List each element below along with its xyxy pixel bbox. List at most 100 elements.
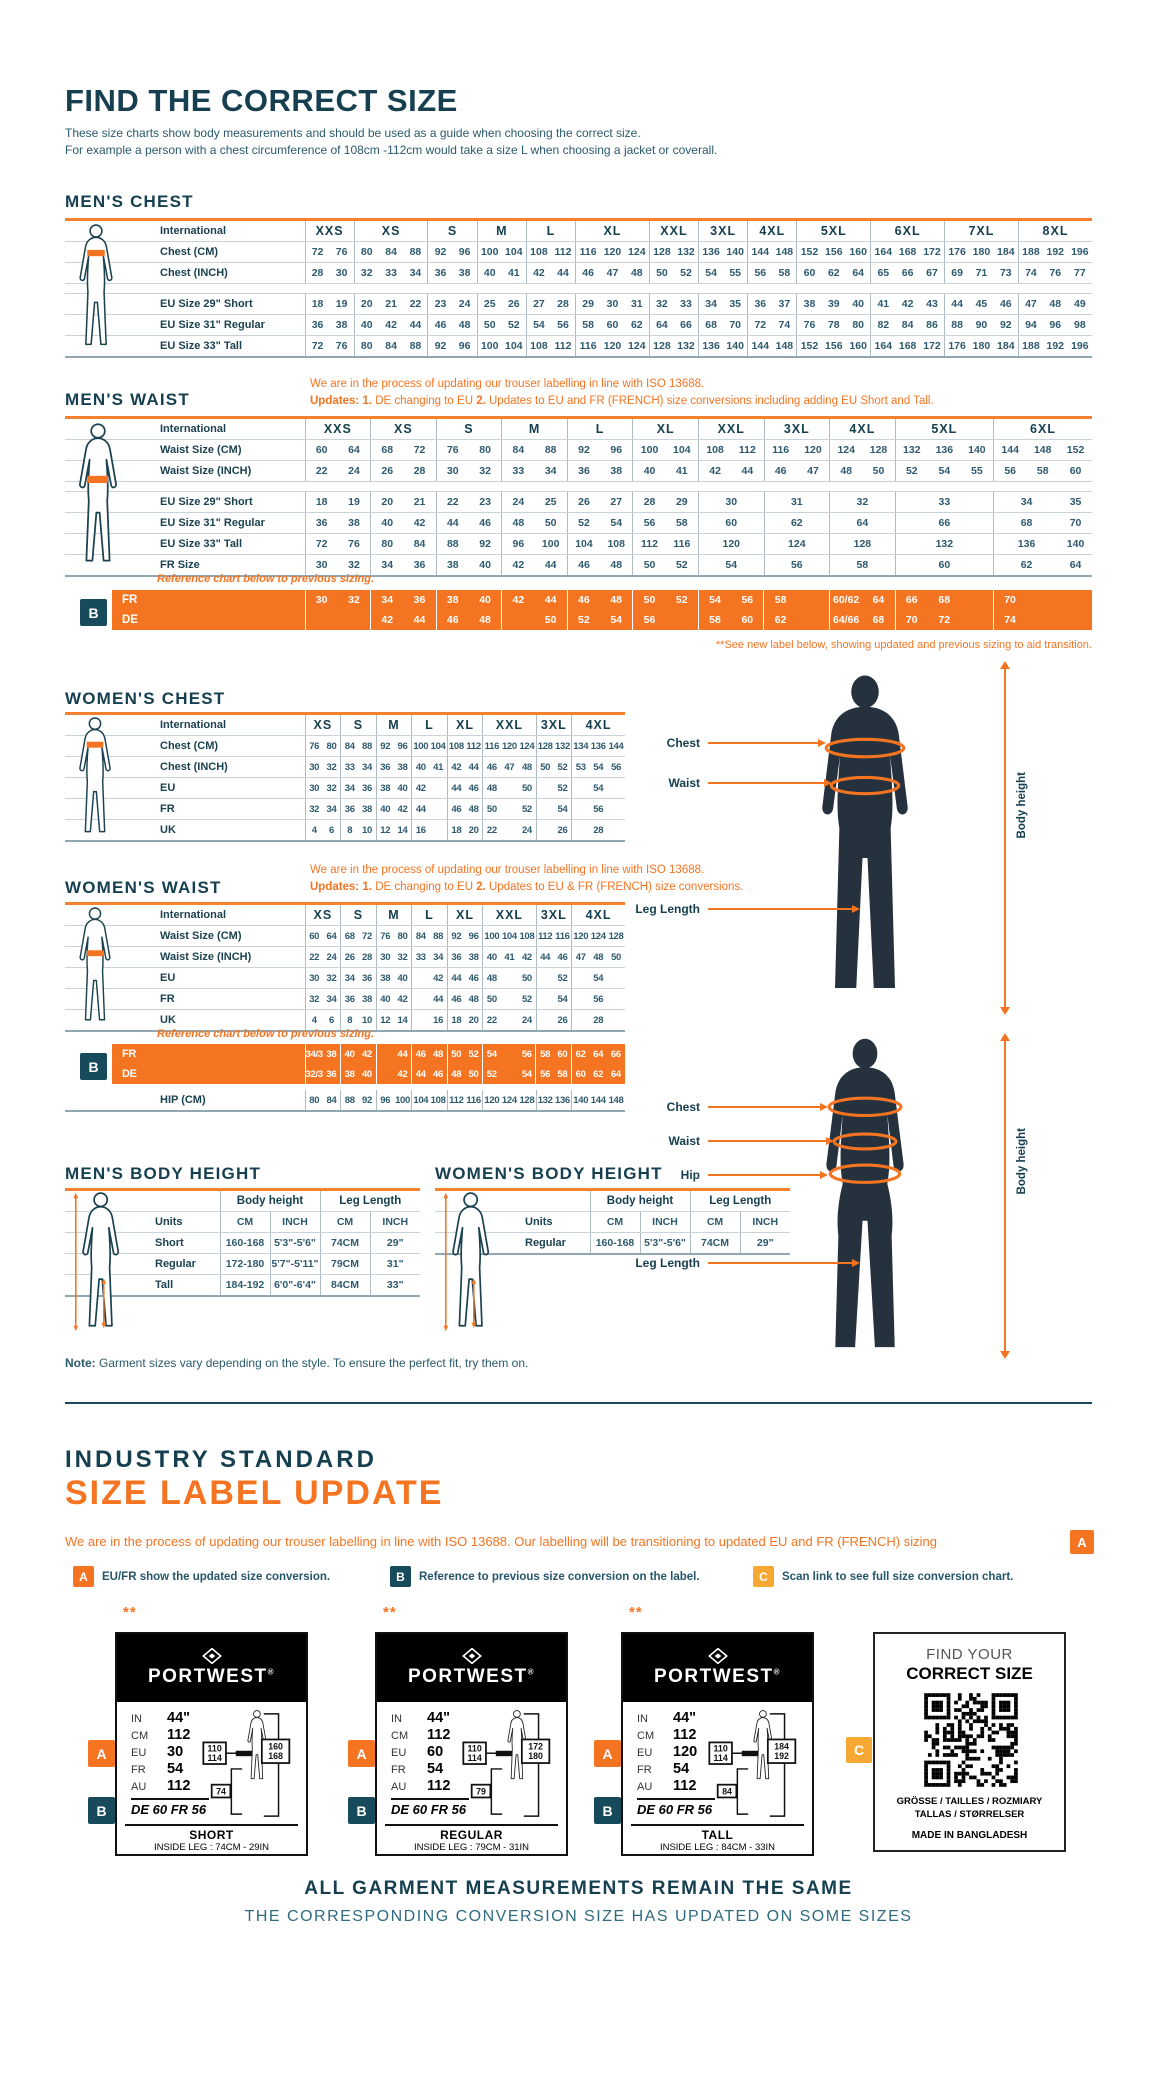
table-cell: 42: [446, 756, 465, 778]
table-cell: 64: [1059, 554, 1092, 577]
table-cell: 60: [570, 1064, 590, 1084]
table-cell: 152: [796, 241, 822, 263]
table-cell: 58: [829, 554, 896, 577]
brand-header: PORTWEST®: [377, 1634, 566, 1702]
table-cell: 84: [322, 1090, 341, 1112]
table-cell: 24: [452, 293, 478, 315]
table-cell: 32/34: [304, 1064, 323, 1084]
table-cell: 144: [747, 241, 773, 263]
table-cell: 54: [589, 777, 608, 799]
table-cell: 45: [969, 293, 994, 315]
badge-c: C: [846, 1737, 872, 1763]
table-cell: [375, 1044, 394, 1064]
table-cell: 42: [697, 460, 732, 482]
table-cell: 36: [566, 460, 601, 482]
man-body-height-label: Body height: [1016, 772, 1028, 839]
mens-waist-previous-sizing-table: FR 30 32 34 36 38 40 42 44 46 48 50 52 54 56 58 60/62 64 6…: [112, 590, 1092, 630]
table-cell: 26: [553, 819, 572, 842]
woman-hip-line: [708, 1174, 820, 1176]
badge-b: B: [80, 599, 107, 626]
table-cell: 3XL: [763, 419, 830, 440]
table-cell: 104: [665, 439, 699, 461]
rule: [631, 1824, 804, 1826]
table-cell: 48: [589, 946, 608, 968]
badge-a: A: [88, 1740, 115, 1767]
table-cell: XL: [446, 905, 483, 926]
table-cell: 68: [927, 590, 961, 610]
table-header-row: International XS S M L XL XXL 3XL 4XL: [65, 905, 625, 926]
size-row: FR 54: [391, 1761, 467, 1778]
table-cell: 48: [468, 610, 502, 630]
table-cell: 128: [862, 439, 896, 461]
table-cell: 100: [632, 439, 666, 461]
size-row: EU 120: [637, 1744, 713, 1761]
table-cell: 14: [393, 1009, 412, 1032]
table-cell: 100: [411, 735, 430, 757]
svg-text:110: 110: [208, 1743, 222, 1753]
table-cell: 66: [894, 512, 994, 534]
table-cell: 192: [1042, 335, 1068, 358]
table-cell: 52: [553, 777, 572, 799]
table-cell: 50: [607, 946, 625, 968]
table-cell: 3XL: [698, 221, 748, 242]
table-cell: 32: [648, 293, 674, 315]
table-cell: 46: [993, 293, 1019, 315]
badge-a: A: [73, 1566, 94, 1587]
table-cell: 78: [821, 314, 847, 336]
table-cell: [960, 610, 994, 630]
badge-b: B: [348, 1797, 375, 1824]
badge-a: A: [594, 1740, 621, 1767]
size-row: CM 112: [637, 1727, 713, 1744]
svg-text:180: 180: [528, 1751, 543, 1761]
size-system: IN: [131, 1713, 142, 1725]
table-cell: 62: [993, 554, 1060, 577]
table-cell: 40: [632, 460, 666, 482]
size-value: 112: [673, 1727, 697, 1743]
table-cell: 74CM: [689, 1232, 741, 1255]
table-cell: 20: [353, 293, 379, 315]
table-cell: [337, 610, 371, 630]
table-cell: 28: [550, 293, 576, 315]
table-cell: 128: [607, 925, 625, 947]
table-cell: 4XL: [571, 715, 625, 736]
table-cell: 136: [927, 439, 961, 461]
size-row: EU 60: [391, 1744, 467, 1761]
table-row: DE 42 44 46 48 50 52 54 56 58 60 62 64/66 68 70 72 74: [112, 610, 1092, 630]
table-cell: 27: [525, 293, 551, 315]
svg-text:168: 168: [268, 1751, 283, 1761]
table-cell: 124: [624, 241, 650, 263]
table-cell: 5XL: [796, 221, 871, 242]
table-cell: 164: [870, 241, 896, 263]
table-cell: 76: [375, 925, 394, 947]
woman-photo-figure: [790, 1035, 940, 1357]
table-cell: 38: [375, 777, 394, 799]
table-cell: 124: [829, 439, 863, 461]
size-label-card: PORTWEST® IN 44" CM 112 EU 60 FR 54 AU 112 DE 60 FR…: [375, 1632, 568, 1856]
size-value: 112: [427, 1778, 451, 1794]
table-cell: 67: [919, 262, 945, 284]
table-cell: 40: [482, 946, 501, 968]
table-cell: [665, 610, 699, 630]
table-cell: 24: [337, 460, 371, 482]
table-cell: 84: [895, 314, 920, 336]
table-cell: 132: [535, 1090, 554, 1112]
table-cell: 64/66: [829, 610, 863, 630]
table-cell: XXL: [482, 715, 537, 736]
table-cell: 47: [571, 946, 590, 968]
table-row: Chest (CM) 76 80 84 88 92 96 100 104 108 112 116 120…: [65, 735, 625, 757]
svg-text:114: 114: [714, 1753, 728, 1763]
brand-header: PORTWEST®: [117, 1634, 306, 1702]
table-cell: [607, 967, 625, 989]
fit-name: SHORT: [189, 1828, 234, 1842]
table-cell: 104: [566, 533, 601, 555]
svg-text:114: 114: [208, 1753, 222, 1763]
table-cell: 32: [304, 798, 323, 820]
previous-sizing: DE 60 FR 56: [391, 1802, 467, 1817]
size-system: AU: [637, 1781, 653, 1793]
table-cell: 108: [600, 533, 633, 555]
table-cell: 54: [482, 1044, 501, 1064]
svg-text:160: 160: [268, 1741, 283, 1751]
size-label-card: PORTWEST® IN 44" CM 112 EU 120 FR 54 AU 112 DE 60 F…: [621, 1632, 814, 1856]
table-cell: 74: [772, 314, 797, 336]
qr-languages-1: GRÖSSE / TAILLES / ROZMIARY: [896, 1796, 1043, 1807]
